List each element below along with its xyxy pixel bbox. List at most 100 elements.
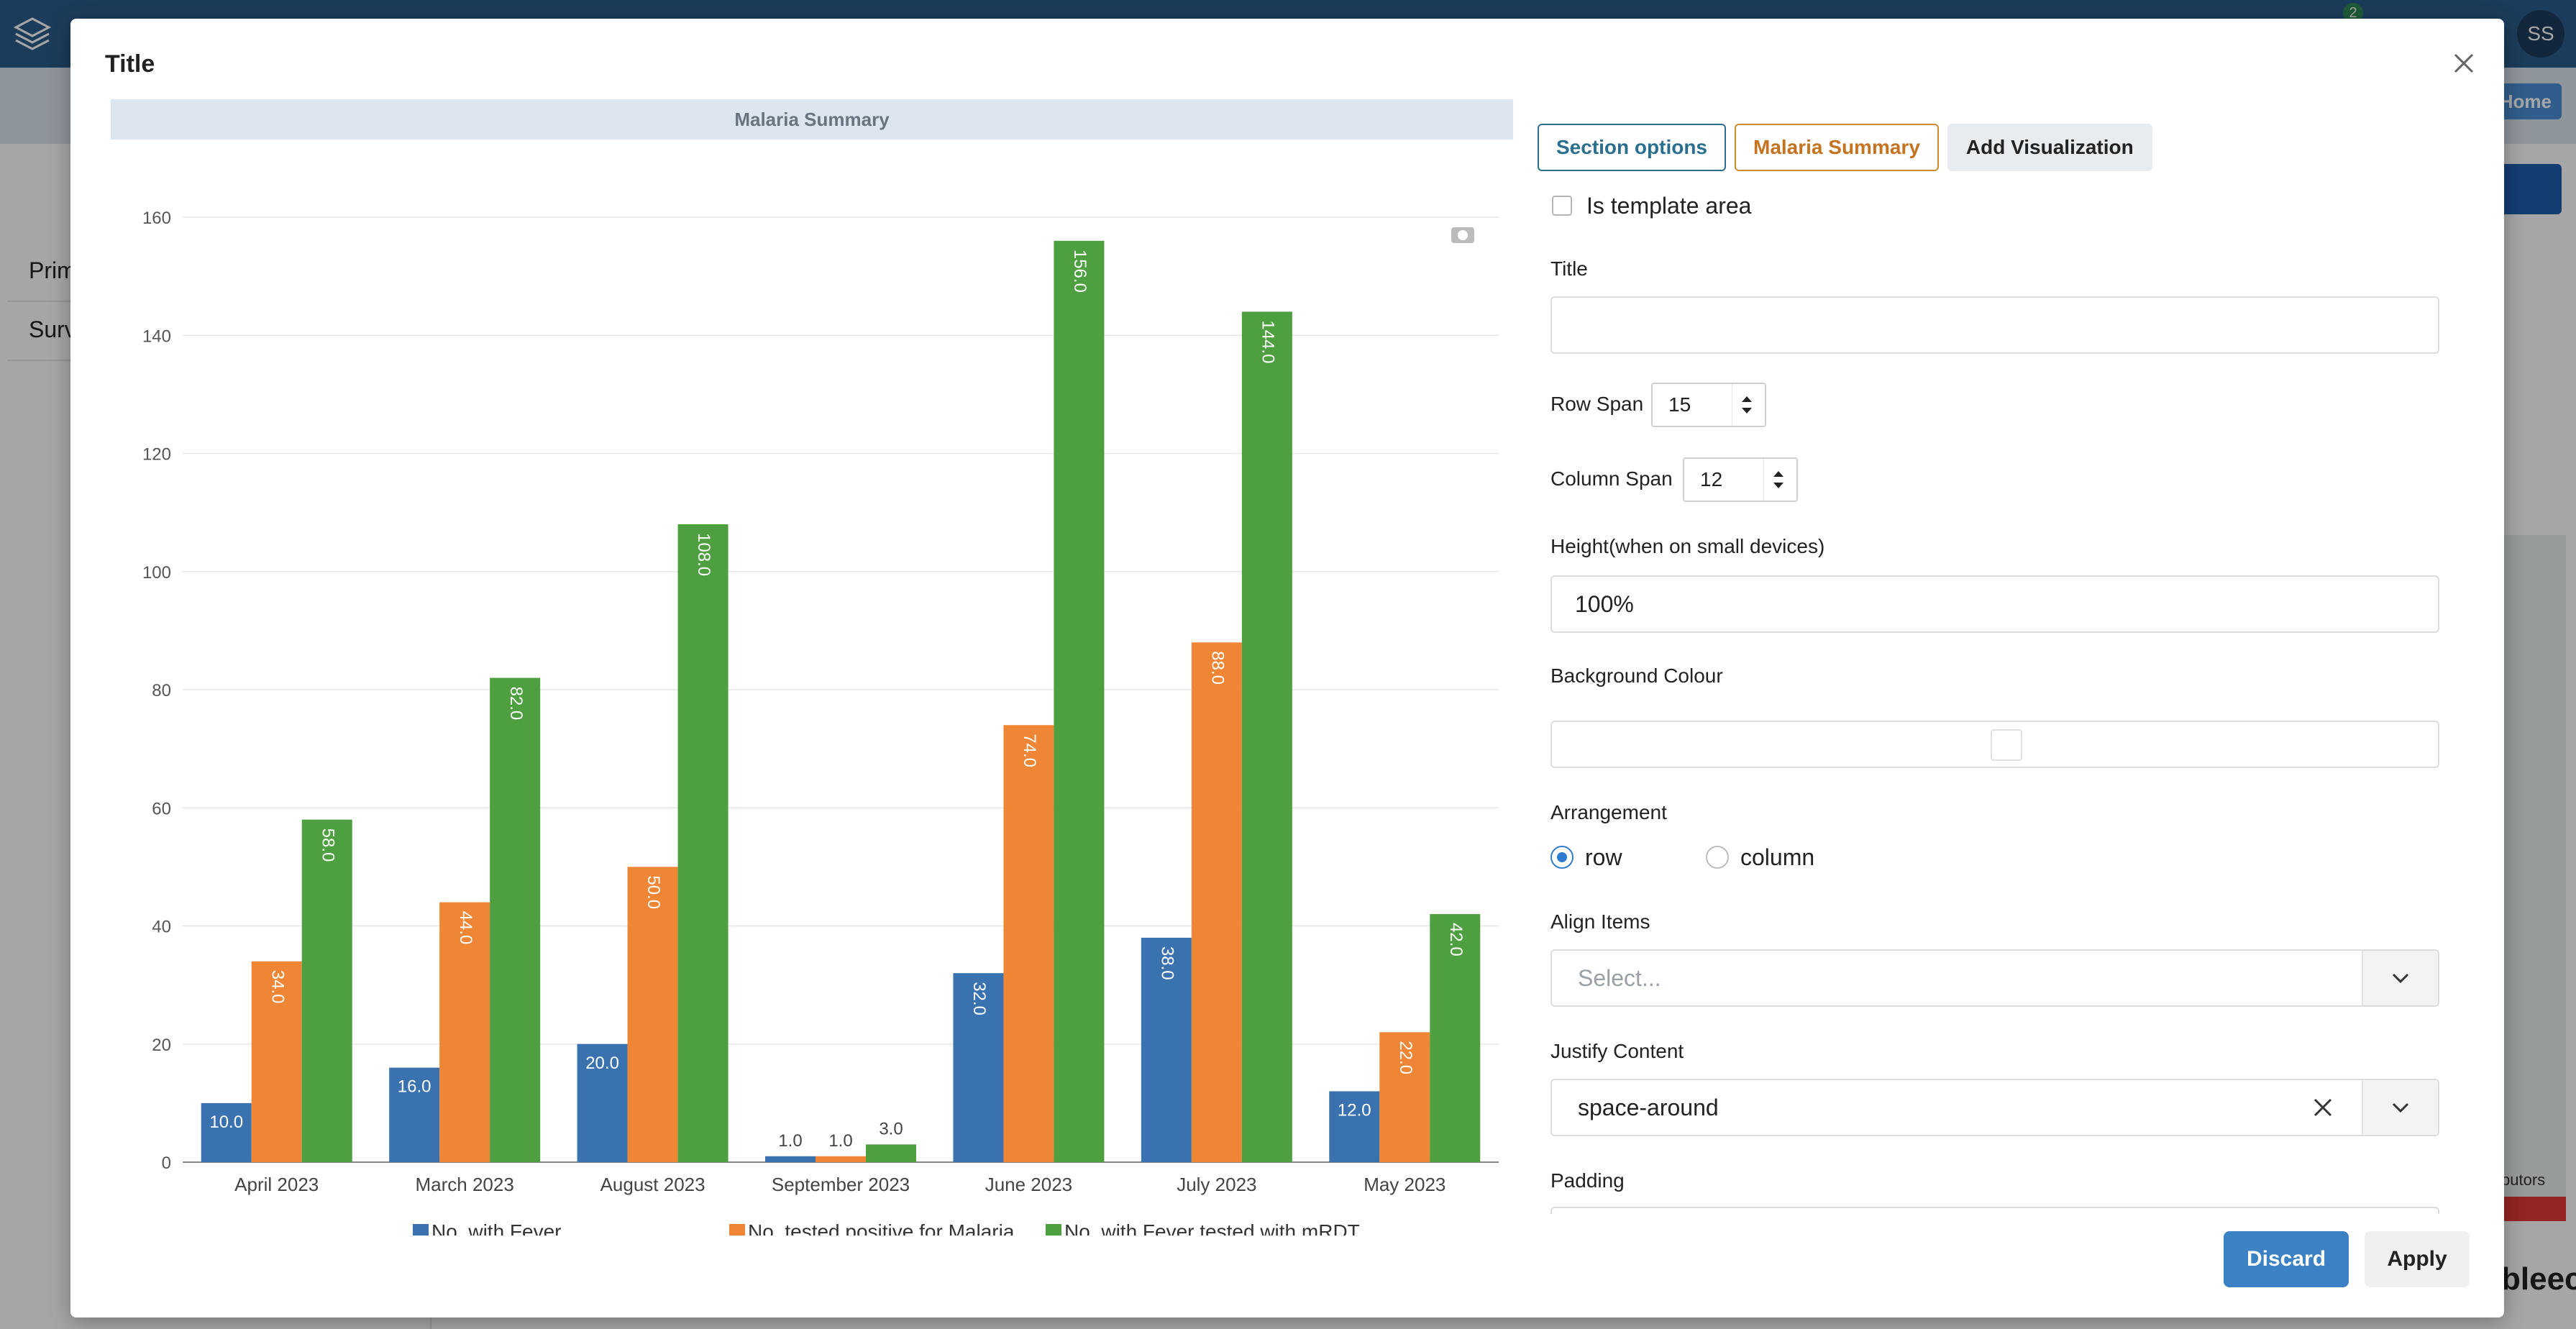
colour-swatch[interactable]: [1991, 729, 2022, 761]
user-avatar[interactable]: SS: [2517, 10, 2564, 58]
legend-entry: No. with Fever: [431, 1220, 562, 1236]
stepper-arrows-icon[interactable]: [1763, 459, 1792, 501]
data-label: 22.0: [1396, 1041, 1415, 1074]
chart-title: Malaria Summary: [111, 99, 1513, 140]
justify-content-select[interactable]: space-around: [1550, 1079, 2439, 1136]
stepper-arrows-icon[interactable]: [1732, 384, 1760, 426]
data-label: 108.0: [694, 533, 713, 576]
chart-bar: [1191, 642, 1242, 1162]
chart-bar: [1003, 725, 1054, 1162]
align-items-label: Align Items: [1550, 910, 1650, 933]
y-tick-label: 140: [142, 326, 171, 346]
chart-bar: [251, 961, 302, 1162]
background-colour-picker[interactable]: [1550, 721, 2439, 768]
chart-bar: [577, 1043, 628, 1162]
height-input[interactable]: 100%: [1550, 575, 2439, 633]
data-label: 44.0: [456, 911, 475, 945]
chart-bar: [201, 1102, 252, 1162]
legend-entry: No. tested positive for Malaria: [748, 1220, 1015, 1236]
legend-swatch: [413, 1224, 429, 1236]
row-span-value: 15: [1668, 393, 1691, 416]
background-colour-label: Background Colour: [1550, 664, 1723, 687]
title-input[interactable]: [1550, 296, 2439, 354]
data-label: 58.0: [318, 828, 337, 862]
chart-bar: [490, 677, 541, 1162]
chart-bar: [439, 902, 490, 1162]
justify-content-label: Justify Content: [1550, 1040, 1684, 1062]
settings-panel: Section options Malaria Summary Add Visu…: [1523, 99, 2470, 1214]
chevron-down-icon[interactable]: [2362, 1080, 2438, 1135]
y-tick-label: 60: [152, 799, 171, 818]
data-label: 34.0: [268, 970, 287, 1004]
x-tick-label: March 2023: [415, 1174, 513, 1195]
chart-bar: [677, 524, 729, 1162]
arrangement-row-radio[interactable]: [1550, 846, 1574, 869]
chart-bar: [627, 867, 678, 1162]
x-tick-label: April 2023: [234, 1174, 319, 1195]
chart-bar: [301, 819, 352, 1162]
title-label: Title: [1550, 257, 1588, 280]
data-label: 50.0: [644, 875, 663, 909]
close-icon[interactable]: [2444, 43, 2484, 83]
height-label: Height(when on small devices): [1550, 535, 1825, 557]
camera-icon[interactable]: [1451, 227, 1474, 243]
map-attribution: butors: [2501, 1171, 2546, 1189]
y-tick-label: 160: [142, 209, 171, 228]
arrangement-label: Arrangement: [1550, 801, 1667, 823]
chevron-down-icon[interactable]: [2362, 951, 2438, 1005]
tab-add-visualization[interactable]: Add Visualization: [1947, 124, 2152, 171]
apply-button[interactable]: Apply: [2365, 1231, 2470, 1287]
chart-bar: [953, 973, 1004, 1162]
y-tick-label: 40: [152, 918, 171, 937]
y-tick-label: 100: [142, 563, 171, 583]
chart-container: Malaria Summary 0 20 40 60 80 100 120 140 160 10.…: [111, 99, 1513, 1236]
data-label: 1.0: [828, 1131, 852, 1151]
discard-button[interactable]: Discard: [2224, 1231, 2349, 1287]
x-tick-label: June 2023: [985, 1174, 1072, 1195]
chart-bar: [1241, 311, 1292, 1162]
x-tick-label: July 2023: [1177, 1174, 1256, 1195]
bar-chart: 0 20 40 60 80 100 120 140 160 10.0 34.0 58.0 April 2…: [142, 209, 1499, 1236]
legend-swatch: [729, 1224, 745, 1236]
data-label: 88.0: [1208, 651, 1228, 685]
modal-title: Title: [105, 50, 155, 78]
data-label: 12.0: [1338, 1100, 1371, 1120]
section-modal: Title Malaria Summary 0 20 40 60 80 100 120 140…: [70, 19, 2504, 1317]
column-span-stepper[interactable]: 12: [1683, 457, 1798, 502]
tab-malaria-summary[interactable]: Malaria Summary: [1735, 124, 1939, 171]
arrangement-column-radio[interactable]: [1706, 846, 1729, 869]
chart-bar: [765, 1156, 816, 1162]
app-red-bar: [2501, 1197, 2566, 1221]
template-area-label: Is template area: [1586, 193, 1752, 219]
app-map[interactable]: [2501, 535, 2566, 1211]
data-label: 38.0: [1158, 946, 1177, 980]
chart-bar: [1329, 1091, 1380, 1162]
data-label: 82.0: [506, 687, 526, 721]
legend-entry: No. with Fever tested with mRDT: [1064, 1220, 1360, 1236]
padding-label: Padding: [1550, 1169, 1625, 1192]
justify-content-value: space-around: [1578, 1094, 1719, 1120]
tab-section-options[interactable]: Section options: [1538, 124, 1726, 171]
data-label: 16.0: [398, 1077, 431, 1097]
column-span-label: Column Span: [1550, 467, 1673, 490]
app-logo-icon[interactable]: [13, 14, 52, 53]
chart-bar: [389, 1067, 440, 1162]
padding-input[interactable]: [1550, 1207, 2439, 1214]
data-label: 32.0: [969, 982, 989, 1015]
chart-bar: [1054, 240, 1105, 1163]
data-label: 3.0: [879, 1119, 903, 1138]
app-heading-fragment: bleec: [2501, 1261, 2576, 1297]
chart-bar: [1379, 1032, 1430, 1162]
row-span-stepper[interactable]: 15: [1651, 383, 1766, 427]
x-tick-label: September 2023: [772, 1174, 910, 1195]
data-label: 156.0: [1070, 250, 1090, 293]
chart-bar: [866, 1144, 916, 1162]
template-area-checkbox[interactable]: [1552, 196, 1572, 216]
clear-icon[interactable]: [2301, 1080, 2344, 1135]
data-label: 42.0: [1446, 923, 1466, 956]
settings-tabs: Section options Malaria Summary Add Visu…: [1538, 124, 2152, 171]
chart-bar: [1141, 937, 1192, 1162]
chart-bar: [816, 1156, 866, 1162]
align-items-select[interactable]: Select...: [1550, 949, 2439, 1007]
align-items-placeholder: Select...: [1578, 964, 1661, 991]
